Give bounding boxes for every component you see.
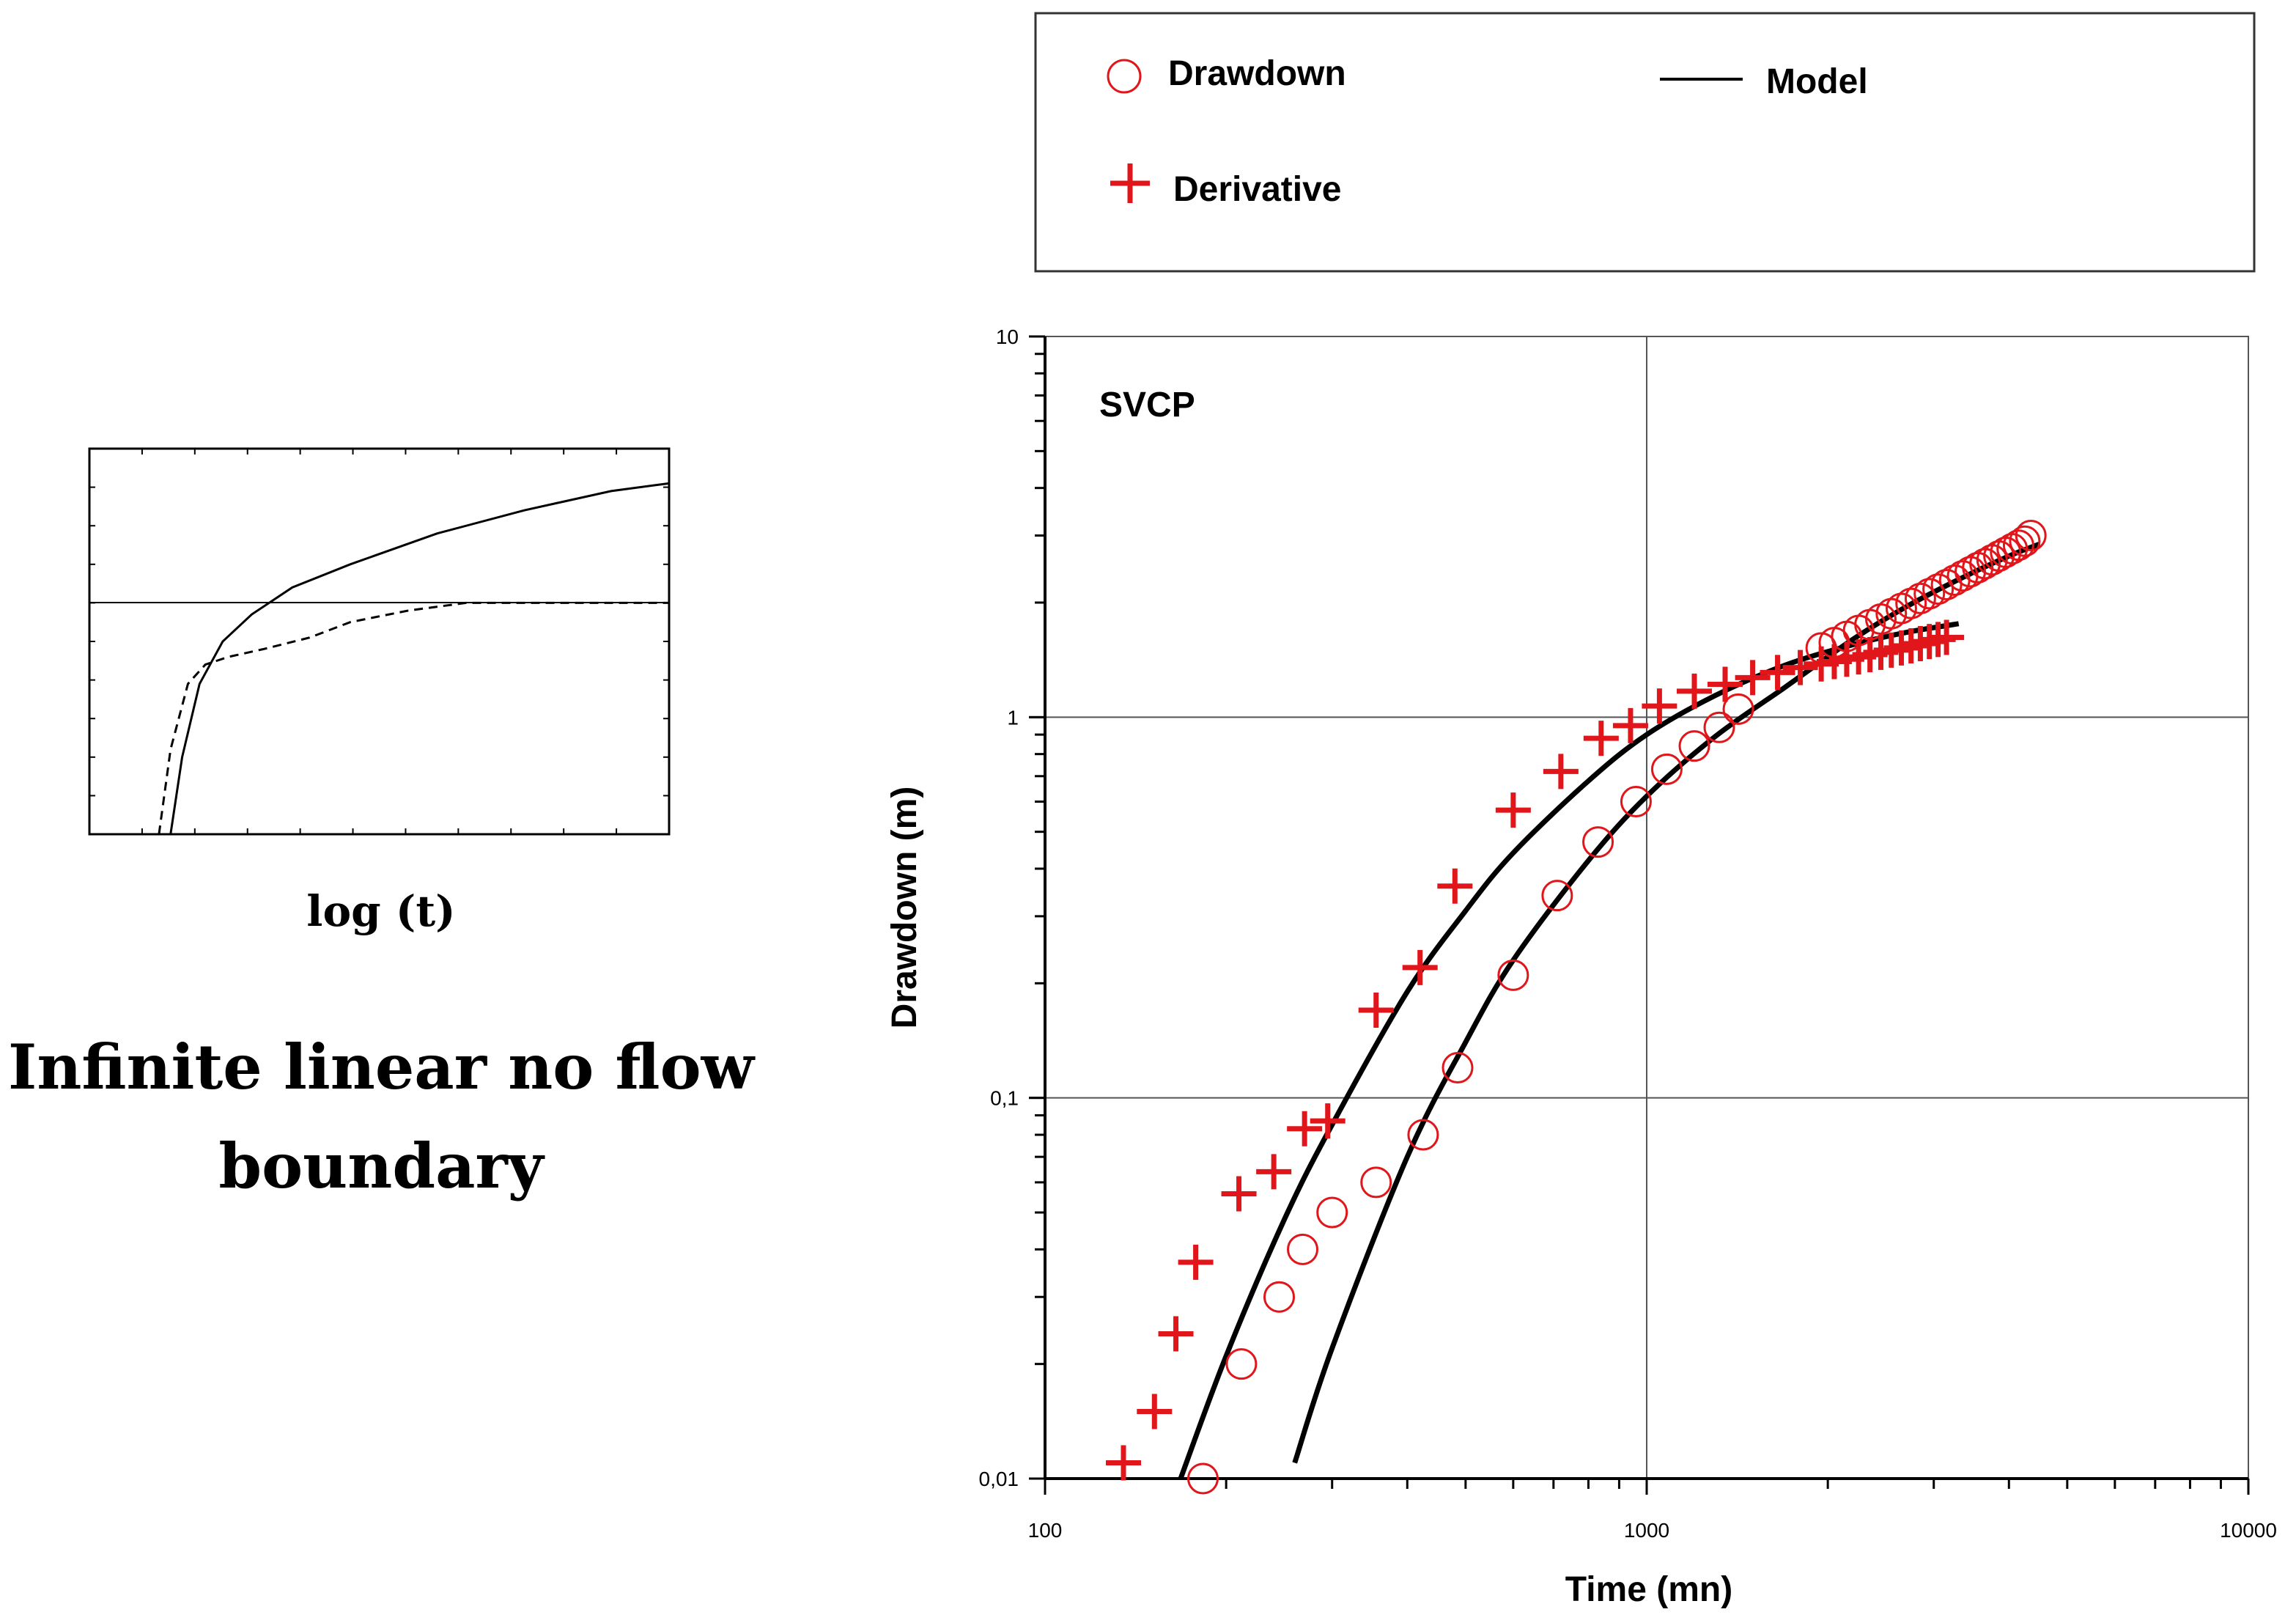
- x-tick-label: 100: [1028, 1519, 1063, 1542]
- model-curve-derivative-fit: [1178, 621, 1960, 1480]
- derivative-point: [1402, 949, 1438, 985]
- drawdown-point: [1904, 582, 1936, 614]
- drawdown-point: [1497, 959, 1529, 991]
- legend-derivative-marker: [1110, 163, 1150, 203]
- derivative-point: [1760, 655, 1795, 691]
- inset-chart: log (t) Infinite linear no flow boundary: [8, 447, 756, 1202]
- main-tick-labels: 100 1000 10000 0,01 0,1 1 10: [979, 325, 2277, 1542]
- inset-xlabel: log (t): [306, 886, 455, 936]
- drawdown-point: [1286, 1233, 1318, 1265]
- derivative-point: [1221, 1176, 1257, 1212]
- main-chart-title: SVCP: [1099, 386, 1195, 424]
- derivative-point: [1708, 666, 1743, 702]
- main-series: [1106, 520, 2047, 1495]
- legend-model-label: Model: [1766, 62, 1868, 101]
- y-tick-label: 0,1: [990, 1087, 1019, 1110]
- inset-caption-line2: boundary: [218, 1130, 545, 1202]
- inset-curve-solid: [169, 482, 670, 835]
- drawdown-point: [1620, 786, 1652, 818]
- inset-curves: [158, 482, 670, 835]
- derivative-point: [1137, 1394, 1173, 1429]
- drawdown-point: [1678, 730, 1710, 762]
- model-curve-drawdown-fit: [1292, 541, 2041, 1464]
- y-tick-label: 0,01: [979, 1468, 1019, 1490]
- drawdown-point: [1316, 1196, 1348, 1229]
- drawdown-point: [1541, 880, 1573, 912]
- drawdown-point: [2009, 525, 2041, 557]
- derivative-point: [1158, 1316, 1194, 1352]
- drawdown-point: [1650, 753, 1683, 785]
- drawdown-point: [1360, 1166, 1392, 1199]
- main-axes: [1029, 335, 2250, 1495]
- derivative-point: [1929, 619, 1965, 655]
- y-tick-label: 1: [1007, 706, 1019, 729]
- derivative-point: [1437, 868, 1473, 904]
- derivative-point: [1310, 1103, 1346, 1139]
- drawdown-point: [1582, 826, 1614, 858]
- inset-caption-line1: Infinite linear no flow: [8, 1031, 756, 1103]
- drawdown-point: [1722, 693, 1754, 725]
- drawdown-point: [1913, 578, 1946, 610]
- drawdown-point: [2002, 529, 2034, 562]
- derivative-point: [1256, 1154, 1292, 1190]
- inset-plot-frame: [88, 447, 671, 836]
- drawdown-point: [1962, 551, 1994, 584]
- x-tick-label: 1000: [1624, 1519, 1669, 1542]
- legend-frame: [1034, 12, 2256, 273]
- derivative-point: [1782, 649, 1818, 685]
- derivative-point: [1612, 707, 1648, 743]
- derivative-point: [1358, 992, 1394, 1028]
- inset-ticks: [89, 449, 669, 834]
- derivative-point: [1583, 721, 1619, 757]
- derivative-point: [1287, 1111, 1323, 1147]
- drawdown-point: [1186, 1462, 1219, 1495]
- derivative-point: [1178, 1244, 1214, 1280]
- derivative-point: [1677, 673, 1713, 709]
- legend-drawdown-marker: [1107, 59, 1142, 94]
- derivative-point: [1735, 660, 1771, 696]
- inset-curve-dashed: [158, 601, 669, 835]
- derivative-point: [1642, 688, 1677, 724]
- drawdown-point: [1225, 1348, 1258, 1380]
- derivative-point: [1106, 1445, 1142, 1481]
- drawdown-point: [1895, 587, 1927, 619]
- drawdown-point: [1407, 1119, 1439, 1151]
- drawdown-point: [1703, 711, 1735, 743]
- y-tick-label: 10: [996, 325, 1019, 348]
- legend-drawdown-label: Drawdown: [1168, 54, 1346, 93]
- legend-derivative-label: Derivative: [1173, 170, 1341, 209]
- x-tick-label: 10000: [2220, 1519, 2277, 1542]
- main-grid: [1044, 336, 2249, 1479]
- drawdown-point: [1922, 573, 1954, 606]
- drawdown-point: [1263, 1281, 1296, 1313]
- drawdown-point: [2015, 520, 2047, 552]
- legend: Drawdown Derivative Model: [1034, 12, 2256, 273]
- derivative-point: [1495, 792, 1531, 828]
- derivative-point: [1543, 754, 1579, 790]
- main-xlabel: Time (mn): [1565, 1570, 1732, 1609]
- main-chart: 100 1000 10000 0,01 0,1 1 10 SVCP Time (mn) Dr…: [885, 325, 2277, 1609]
- main-ylabel: Drawdown (m): [885, 787, 924, 1029]
- drawdown-point: [1442, 1052, 1474, 1084]
